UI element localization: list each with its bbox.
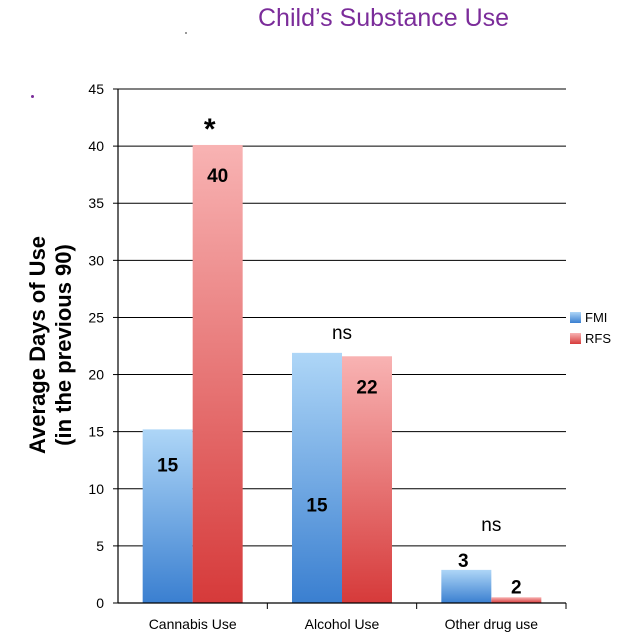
bars <box>142 144 542 604</box>
data-label: 2 <box>511 577 522 598</box>
axes: 0 5 10 15 20 25 30 35 40 45 Cannabis Use Alcohol Us… <box>88 81 567 632</box>
bar-fmi <box>292 352 342 603</box>
x-tick-label: Other drug use <box>445 616 539 632</box>
significance-marker: * <box>204 113 216 146</box>
chart-title: Child’s Substance Use <box>258 4 510 32</box>
legend-label: RFS <box>585 331 611 346</box>
x-tick-label: Cannabis Use <box>149 616 237 632</box>
bar-rfs <box>342 356 392 603</box>
significance-marker: ns <box>481 515 501 536</box>
data-label: 22 <box>356 377 377 398</box>
bar-fmi <box>441 569 492 603</box>
bar-rfs <box>192 144 243 604</box>
y-tick-label: 20 <box>88 367 104 383</box>
y-tick-label: 30 <box>88 252 104 268</box>
y-tick-label: 45 <box>88 81 104 97</box>
y-tick-label: 10 <box>88 481 104 497</box>
y-tick-label: 0 <box>96 595 104 611</box>
legend-swatch-rfs <box>570 333 581 344</box>
data-label: 40 <box>207 166 228 187</box>
y-tick-label: 15 <box>88 424 104 440</box>
y-tick-label: 35 <box>88 195 104 211</box>
data-label: 15 <box>157 455 179 476</box>
legend-label: FMI <box>585 310 607 325</box>
y-axis-title-line1: Average Days of Use <box>25 236 50 454</box>
significance-marker: ns <box>332 323 352 344</box>
bar-rfs <box>491 597 542 603</box>
data-label: 3 <box>458 551 469 572</box>
bullet-dot <box>31 95 34 98</box>
y-tick-label: 40 <box>88 138 104 154</box>
legend: FMI RFS <box>570 310 611 346</box>
bar-fmi <box>142 429 193 603</box>
labels: 15 40 * 15 22 ns 3 2 ns <box>157 113 522 598</box>
decorative-dot <box>185 32 187 34</box>
y-tick-label: 25 <box>88 309 104 325</box>
y-tick-label: 5 <box>96 538 104 554</box>
x-tick-label: Alcohol Use <box>305 616 380 632</box>
data-label: 15 <box>306 496 328 517</box>
legend-swatch-fmi <box>570 312 581 323</box>
y-axis-title-line2: (in the previous 90) <box>51 244 76 446</box>
